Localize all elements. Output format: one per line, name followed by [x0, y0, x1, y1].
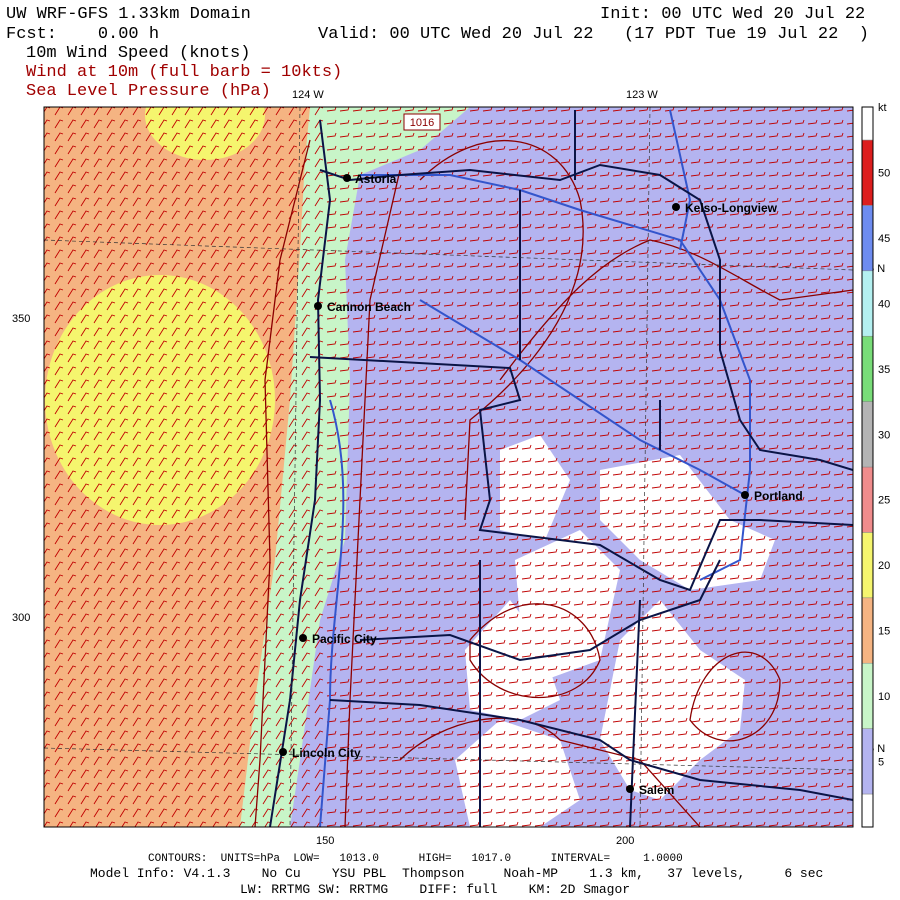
- city-label: Pacific City: [312, 632, 377, 646]
- map: 1016 Astoria Cannon Beach Pacific City L…: [44, 107, 853, 827]
- colorbar-band: [861, 793, 874, 828]
- colorbar-band: [861, 728, 874, 795]
- city-label: Portland: [754, 489, 803, 503]
- city-label: Lincoln City: [292, 746, 361, 760]
- grid-label: 300: [12, 612, 30, 624]
- colorbar: kt 5 10 15 20 25 30 35 40 45 50: [861, 102, 890, 828]
- colorbar-label: 40: [878, 299, 890, 311]
- colorbar-band: [861, 139, 874, 206]
- colorbar-label: 10: [878, 691, 890, 703]
- footer-physics: LW: RRTMG SW: RRTMG DIFF: full KM: 2D Sm…: [240, 882, 630, 897]
- cities: Astoria Cannon Beach Pacific City Lincol…: [279, 172, 803, 797]
- grid-label: 350: [12, 313, 30, 325]
- wind-barbs: [44, 107, 324, 827]
- pressure-contours: [254, 139, 853, 827]
- map-frame: [43, 106, 854, 828]
- colorbar-band: [861, 270, 874, 337]
- grid-label: 200: [616, 835, 634, 847]
- grid-label: 150: [316, 835, 334, 847]
- colorbar-band: [861, 205, 874, 272]
- lon-label: 123 W: [626, 89, 658, 101]
- colorbar-label: 25: [878, 495, 890, 507]
- colorbar-label: 5: [878, 756, 884, 768]
- init-time: Init: 00 UTC Wed 20 Jul 22: [600, 5, 865, 24]
- city-dot: [279, 748, 287, 756]
- city-dot: [299, 634, 307, 642]
- colorbar-band: [861, 532, 874, 599]
- city-label: Kelso-Longview: [685, 201, 778, 215]
- colorbar-frame: [861, 106, 874, 828]
- field-label: Sea Level Pressure (hPa): [26, 82, 271, 101]
- field-label: 10m Wind Speed (knots): [26, 44, 250, 63]
- graticule: [44, 107, 853, 827]
- colorbar-unit: kt: [878, 102, 887, 114]
- valid-time: Valid: 00 UTC Wed 20 Jul 22 (17 PDT Tue …: [318, 25, 869, 44]
- colorbar-band: [861, 401, 874, 468]
- colorbar-band: [861, 335, 874, 402]
- wind-barbs: [324, 107, 853, 827]
- city-dot: [343, 174, 351, 182]
- city-dot: [672, 203, 680, 211]
- city-dot: [314, 302, 322, 310]
- contour-label: 1016: [410, 117, 434, 129]
- footer-model: Model Info: V4.1.3 No Cu YSU PBL Thompso…: [90, 866, 823, 881]
- colorbar-label: 30: [878, 429, 890, 441]
- lon-label: 124 W: [292, 89, 324, 101]
- colorbar-band: [861, 597, 874, 664]
- colorbar-label: 35: [878, 364, 890, 376]
- footer-contours: CONTOURS: UNITS=hPa LOW= 1013.0 HIGH= 10…: [148, 853, 683, 865]
- colorbar-label: 45: [878, 233, 890, 245]
- city-label: Astoria: [355, 172, 397, 186]
- colorbar-band: [861, 466, 874, 533]
- rivers: [319, 109, 751, 827]
- city-dot: [626, 785, 634, 793]
- city-label: Salem: [639, 783, 674, 797]
- colorbar-label: 50: [878, 168, 890, 180]
- field-label: Wind at 10m (full barb = 10kts): [26, 63, 342, 82]
- contour-label-box: [403, 113, 441, 131]
- city-label: Cannon Beach: [327, 300, 411, 314]
- colorbar-label: 15: [878, 626, 890, 638]
- forecast-hour: Fcst: 0.00 h: [6, 25, 159, 44]
- colorbar-band: [861, 106, 874, 141]
- colorbar-band: [861, 662, 874, 729]
- colorbar-label: 20: [878, 560, 890, 572]
- city-dot: [741, 491, 749, 499]
- title: UW WRF-GFS 1.33km Domain: [6, 5, 251, 24]
